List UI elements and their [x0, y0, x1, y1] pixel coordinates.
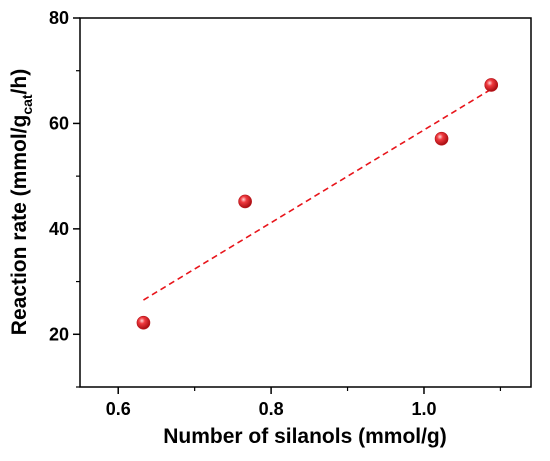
x-tick-label: 0.6	[106, 399, 131, 419]
y-tick-label: 40	[49, 219, 69, 239]
y-tick-label: 80	[49, 8, 69, 28]
data-points	[136, 78, 499, 330]
x-tick-label: 0.8	[259, 399, 284, 419]
y-axis-title-suffix: /h)	[8, 69, 31, 95]
x-axis-title: Number of silanols (mmol/g)	[163, 425, 447, 448]
data-point	[434, 131, 449, 146]
x-tick-label: 1.0	[411, 399, 436, 419]
data-point	[136, 315, 151, 330]
data-point	[238, 194, 252, 209]
y-axis-title-prefix: Reaction rate (mmol/g	[8, 115, 31, 336]
y-tick-label: 20	[49, 324, 69, 344]
plot-frame	[79, 17, 532, 388]
y-tick-label: 60	[49, 113, 69, 133]
y-axis-title: Reaction rate (mmol/gcat/h)	[8, 69, 35, 335]
fit-line-group	[143, 88, 492, 301]
linear-fit-line	[143, 88, 492, 301]
y-axis-title-subscript: cat	[19, 94, 35, 115]
data-point	[484, 78, 499, 92]
axis-ticks: 0.6 0.8 1.0 20 40 60 80	[49, 8, 502, 419]
